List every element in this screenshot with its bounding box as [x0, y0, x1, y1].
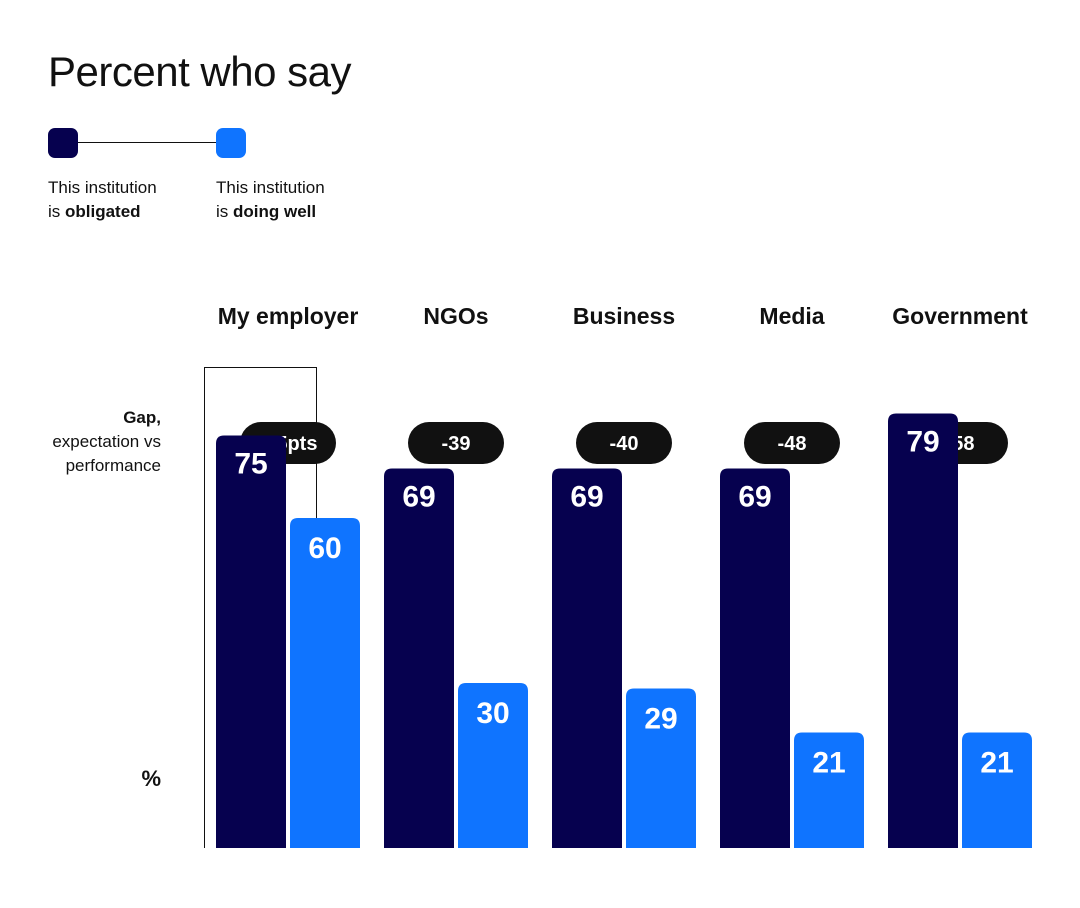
legend-label-doing-well: This institution is doing well [216, 176, 325, 224]
category-label: Government [892, 303, 1028, 329]
bar-value-doing-well: 21 [980, 747, 1013, 780]
legend-label-obligated: This institution is obligated [48, 176, 157, 224]
bar-doing-well [626, 688, 696, 848]
gap-pill [744, 422, 840, 464]
legend-obligated-line1: This institution [48, 178, 157, 197]
legend-doing-well-line1: This institution [216, 178, 325, 197]
chart-title: Percent who say [48, 48, 352, 95]
bar-value-obligated: 69 [570, 481, 603, 514]
bar-value-obligated: 79 [906, 426, 939, 459]
bar-obligated [216, 435, 286, 848]
gap-label-line2: expectation vs [52, 432, 161, 451]
gap-row-label: Gap, expectation vs performance [52, 406, 161, 478]
bar-value-obligated: 75 [234, 448, 267, 481]
bar-value-obligated: 69 [738, 481, 771, 514]
bar-value-doing-well: 21 [812, 747, 845, 780]
legend-obligated-prefix: is [48, 202, 65, 221]
category-label: NGOs [423, 303, 488, 329]
category-label: My employer [218, 303, 359, 329]
gap-pill [408, 422, 504, 464]
bar-doing-well [290, 518, 360, 848]
gap-value: -39 [442, 433, 471, 455]
bar-value-doing-well: 60 [308, 532, 341, 565]
legend-swatch-obligated [48, 128, 78, 158]
bar-doing-well [794, 732, 864, 848]
legend-obligated-bold: obligated [65, 202, 141, 221]
bar-obligated [384, 468, 454, 848]
bar-value-doing-well: 30 [476, 697, 509, 730]
legend-swatch-doing-well [216, 128, 246, 158]
gap-label-line1: Gap, [123, 408, 161, 427]
unit-label: % [141, 766, 161, 791]
category-label: Business [573, 303, 675, 329]
bar-doing-well [458, 683, 528, 848]
gap-pill [576, 422, 672, 464]
gap-value: -48 [778, 433, 807, 455]
bar-obligated [552, 468, 622, 848]
gap-label-line3: performance [65, 456, 161, 475]
category-label: Media [759, 303, 824, 329]
legend-doing-well-prefix: is [216, 202, 233, 221]
bar-value-obligated: 69 [402, 481, 435, 514]
bar-doing-well [962, 732, 1032, 848]
bar-value-doing-well: 29 [644, 703, 677, 736]
bar-obligated [888, 413, 958, 848]
gap-value: -40 [610, 433, 639, 455]
legend-connector-line [62, 142, 232, 143]
bar-obligated [720, 468, 790, 848]
legend-doing-well-bold: doing well [233, 202, 317, 221]
